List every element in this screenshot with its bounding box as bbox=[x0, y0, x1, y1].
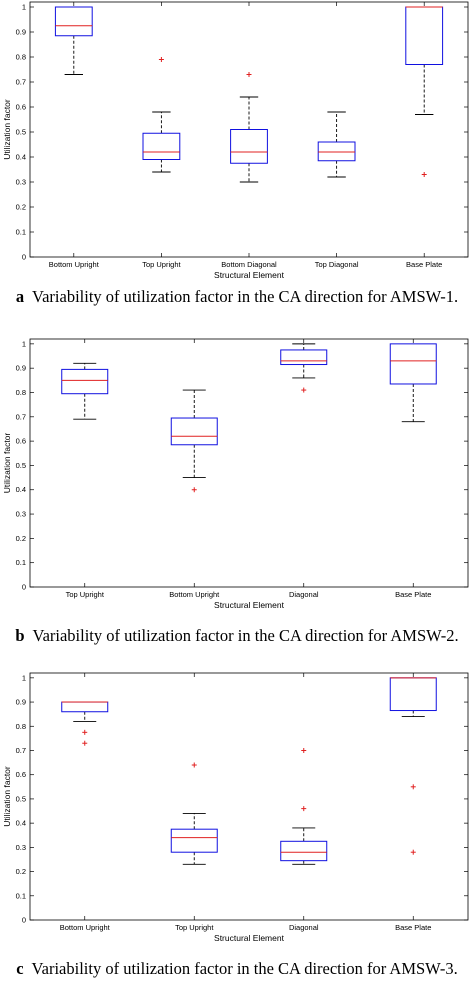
y-tick-label: 0.9 bbox=[16, 698, 26, 707]
box-iqr bbox=[170, 417, 218, 446]
y-tick-label: 0.3 bbox=[16, 178, 26, 187]
y-tick-label: 0.4 bbox=[16, 485, 26, 494]
y-axis-label: Utilization factor bbox=[2, 99, 12, 160]
y-tick-label: 0.8 bbox=[16, 388, 26, 397]
boxplot-chart-c: 0 0.1 0.2 0.3 0.4 0.5 0.6 0.7 0.8 0.9 1 Utilization… bbox=[2, 672, 469, 943]
y-tick-label: 0.5 bbox=[16, 794, 26, 803]
y-tick-label: 0.4 bbox=[16, 819, 26, 828]
x-axis-label: Structural Element bbox=[214, 270, 285, 280]
caption-letter-c: c bbox=[16, 959, 24, 978]
box-iqr bbox=[389, 343, 437, 385]
figure-caption-c: c Variability of utilization factor in t… bbox=[0, 959, 474, 978]
box-iqr bbox=[317, 141, 356, 162]
y-tick-label: 0.7 bbox=[16, 746, 26, 755]
caption-text-a: Variability of utilization factor in the… bbox=[32, 287, 459, 306]
y-tick-label: 0 bbox=[22, 916, 26, 925]
y-tick-label: 1 bbox=[22, 3, 26, 12]
box-iqr bbox=[230, 129, 268, 164]
y-tick-label: 0.1 bbox=[16, 558, 26, 567]
chart-panel-c: 0 0.1 0.2 0.3 0.4 0.5 0.6 0.7 0.8 0.9 1 Utilization… bbox=[0, 668, 474, 1001]
y-tick-label: 0.1 bbox=[16, 228, 26, 237]
x-tick-label: Base Plate bbox=[395, 590, 431, 599]
y-tick-label: 0.7 bbox=[16, 412, 26, 421]
y-tick-label: 1 bbox=[22, 339, 26, 348]
box-iqr bbox=[61, 368, 109, 395]
box-iqr bbox=[280, 349, 328, 366]
y-tick-label: 0.6 bbox=[16, 437, 26, 446]
box-iqr bbox=[405, 6, 444, 65]
x-tick-label: Base Plate bbox=[395, 923, 431, 932]
x-tick-label: Top Diagonal bbox=[315, 260, 359, 269]
x-axis-label: Structural Element bbox=[214, 600, 285, 610]
x-tick-label: Top Upright bbox=[66, 590, 105, 599]
x-tick-label: Diagonal bbox=[289, 590, 319, 599]
boxplot-chart-b: 0 0.1 0.2 0.3 0.4 0.5 0.6 0.7 0.8 0.9 1 Utilization… bbox=[2, 338, 469, 610]
x-tick-label: Bottom Upright bbox=[60, 923, 111, 932]
y-tick-label: 0.5 bbox=[16, 461, 26, 470]
y-tick-label: 0.5 bbox=[16, 128, 26, 137]
x-axis-label: Structural Element bbox=[214, 933, 285, 943]
box-iqr bbox=[61, 701, 109, 713]
chart-panel-a: 0 0.1 0.2 0.3 0.4 0.5 0.6 0.7 0.8 0.9 1 Utilization… bbox=[0, 0, 474, 330]
y-tick-label: 0.3 bbox=[16, 510, 26, 519]
x-tick-label: Bottom Upright bbox=[49, 260, 100, 269]
box-iqr bbox=[170, 828, 218, 853]
box-iqr bbox=[142, 132, 181, 160]
box-iqr bbox=[54, 6, 93, 37]
boxplot-chart-a: 0 0.1 0.2 0.3 0.4 0.5 0.6 0.7 0.8 0.9 1 Utilization… bbox=[2, 1, 469, 280]
y-axis-label: Utilization factor bbox=[2, 433, 12, 494]
y-tick-label: 0.2 bbox=[16, 534, 26, 543]
caption-text-c: Variability of utilization factor in the… bbox=[31, 959, 458, 978]
box-iqr bbox=[280, 840, 328, 862]
y-tick-label: 0.8 bbox=[16, 53, 26, 62]
y-tick-label: 0.2 bbox=[16, 203, 26, 212]
caption-letter-b: b bbox=[15, 626, 25, 645]
y-tick-label: 0.1 bbox=[16, 891, 26, 900]
y-tick-label: 0.8 bbox=[16, 722, 26, 731]
figure-caption-a: a Variability of utilization factor in t… bbox=[0, 287, 474, 306]
y-tick-label: 0.9 bbox=[16, 28, 26, 37]
figure-caption-b: b Variability of utilization factor in t… bbox=[0, 626, 474, 645]
x-tick-label: Base Plate bbox=[406, 260, 442, 269]
caption-text-b: Variability of utilization factor in the… bbox=[32, 626, 459, 645]
y-tick-label: 0.2 bbox=[16, 867, 26, 876]
y-tick-label: 1 bbox=[22, 673, 26, 682]
x-tick-label: Bottom Upright bbox=[169, 590, 220, 599]
plot-frame bbox=[29, 338, 469, 588]
y-axis-label: Utilization factor bbox=[2, 766, 12, 827]
plot-frame bbox=[29, 672, 469, 921]
y-tick-label: 0.6 bbox=[16, 770, 26, 779]
y-tick-label: 0.9 bbox=[16, 364, 26, 373]
x-tick-label: Top Upright bbox=[175, 923, 214, 932]
chart-panel-b: 0 0.1 0.2 0.3 0.4 0.5 0.6 0.7 0.8 0.9 1 Utilization… bbox=[0, 335, 474, 665]
box-iqr bbox=[389, 677, 437, 712]
x-tick-label: Top Upright bbox=[142, 260, 181, 269]
y-tick-label: 0.4 bbox=[16, 153, 26, 162]
y-tick-label: 0.6 bbox=[16, 103, 26, 112]
y-tick-label: 0.7 bbox=[16, 78, 26, 87]
y-tick-label: 0.3 bbox=[16, 843, 26, 852]
caption-letter-a: a bbox=[15, 287, 25, 306]
y-tick-label: 0 bbox=[22, 583, 26, 592]
x-tick-label: Diagonal bbox=[289, 923, 319, 932]
y-tick-label: 0 bbox=[22, 253, 26, 262]
x-tick-label: Bottom Diagonal bbox=[221, 260, 277, 269]
